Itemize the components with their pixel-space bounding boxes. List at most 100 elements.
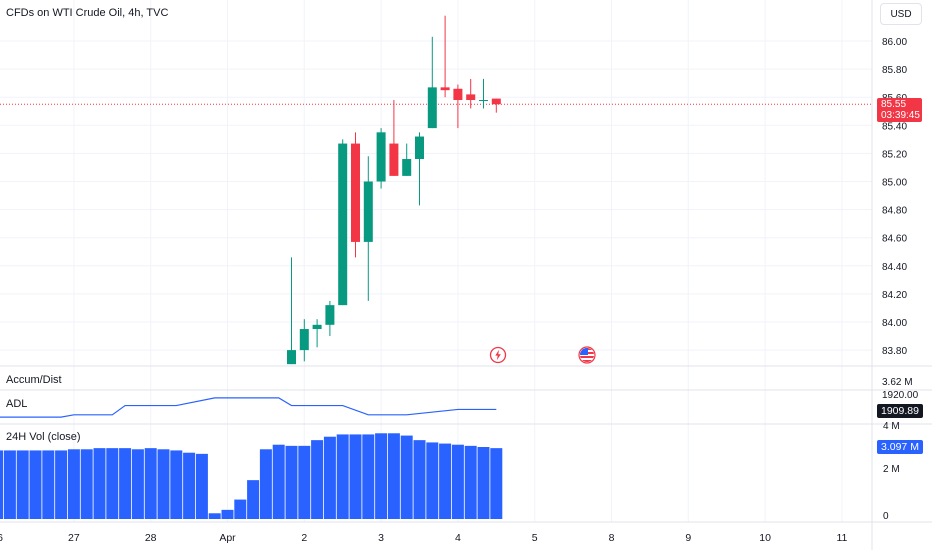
volume-bar — [400, 435, 413, 519]
volume-bar — [272, 444, 285, 519]
volume-bar — [387, 433, 400, 519]
volume-bar — [183, 452, 196, 519]
time-axis: 26 27 28 Apr 2 3 4 5 8 9 10 11 — [0, 532, 848, 544]
lightning-icon[interactable] — [489, 346, 507, 364]
volume-series — [0, 433, 503, 519]
adl-value-badge: 1909.89 — [877, 404, 923, 418]
price-tick-label: 85.40 — [882, 121, 907, 132]
time-tick-label: Apr — [219, 532, 236, 544]
price-tick-label: 86.00 — [882, 37, 907, 48]
candle-body — [287, 350, 296, 365]
time-tick-label: 4 — [455, 532, 461, 544]
volume-tick-0: 0 — [883, 511, 889, 522]
volume-bar — [247, 480, 260, 519]
candle-body — [325, 305, 335, 325]
volume-bar — [426, 442, 439, 519]
volume-bar — [234, 499, 247, 519]
time-tick-label: 11 — [836, 532, 847, 544]
candle-body — [299, 329, 309, 351]
time-tick-label: 3 — [378, 532, 384, 544]
chart-title: CFDs on WTI Crude Oil, 4h, TVC — [6, 7, 169, 19]
volume-bar — [131, 449, 144, 519]
candle-body — [402, 159, 412, 176]
candle-body — [376, 132, 386, 182]
candle-body — [453, 88, 463, 101]
candlestick-series — [0, 15, 872, 365]
volume-tick-2m: 2 M — [883, 464, 900, 475]
accum-dist-label[interactable]: Accum/Dist — [6, 374, 62, 386]
volume-bar — [285, 445, 298, 519]
last-price-value: 85.55 — [881, 99, 907, 110]
volume-bar — [208, 513, 221, 519]
adl-line — [0, 397, 497, 418]
volume-bar — [477, 447, 490, 519]
volume-bar — [464, 445, 477, 519]
volume-bar — [336, 434, 349, 519]
volume-bar — [170, 450, 183, 519]
volume-bar — [80, 449, 93, 519]
volume-bar — [311, 440, 324, 519]
volume-bar — [323, 436, 336, 519]
volume-bar — [221, 509, 234, 519]
candle-body — [427, 87, 437, 129]
time-tick-label: 28 — [145, 532, 157, 544]
price-tick-label: 85.20 — [882, 149, 907, 160]
last-price-badge: 85.55 03:39:45 — [877, 98, 922, 122]
price-tick-label: 84.60 — [882, 234, 907, 245]
accum-axis-label: 3.62 M — [882, 377, 913, 388]
candle-body — [440, 87, 450, 91]
volume-bar — [42, 450, 55, 519]
time-tick-label: 9 — [685, 532, 691, 544]
candle-body — [389, 143, 399, 176]
volume-value-badge: 3.097 M — [877, 440, 923, 454]
time-tick-label: 27 — [68, 532, 80, 544]
candle-body — [351, 143, 360, 242]
volume-tick-4m: 4 M — [883, 421, 900, 432]
volume-bar — [375, 433, 388, 519]
volume-bar — [106, 448, 119, 519]
us-flag-icon[interactable] — [578, 346, 596, 364]
volume-bar — [55, 450, 68, 519]
price-tick-label: 85.00 — [882, 178, 907, 189]
volume-bar — [157, 449, 170, 519]
time-tick-label: 8 — [609, 532, 615, 544]
volume-bar — [3, 450, 16, 519]
time-tick-label: 5 — [532, 532, 538, 544]
adl-axis-label: 1920.00 — [882, 390, 919, 401]
price-tick-label: 84.20 — [882, 290, 907, 301]
time-tick-label: 10 — [759, 532, 771, 544]
candle-body — [415, 136, 424, 160]
volume-bar — [362, 434, 375, 519]
volume-bar — [259, 449, 272, 519]
time-tick-label: 2 — [301, 532, 307, 544]
currency-selector[interactable]: USD — [880, 3, 922, 25]
volume-bar — [490, 448, 503, 519]
price-tick-label: 85.80 — [882, 65, 907, 76]
price-axis: 86.0085.8085.6085.4085.2085.0084.8084.60… — [882, 37, 907, 357]
adl-series — [0, 397, 497, 418]
adl-label[interactable]: ADL — [6, 398, 28, 410]
candle-body — [479, 100, 488, 102]
volume-bar — [195, 453, 208, 519]
volume-label[interactable]: 24H Vol (close) — [6, 431, 81, 443]
candle-body — [491, 98, 501, 105]
volume-bar — [29, 450, 42, 519]
volume-bar — [144, 448, 157, 519]
price-tick-label: 84.40 — [882, 262, 907, 273]
volume-bar — [451, 444, 464, 519]
candle-body — [312, 324, 322, 330]
grid — [0, 0, 872, 522]
price-tick-label: 84.00 — [882, 318, 907, 329]
bar-countdown: 03:39:45 — [881, 110, 920, 121]
price-tick-label: 84.80 — [882, 206, 907, 217]
volume-bar — [413, 440, 426, 519]
volume-bar — [298, 445, 311, 519]
price-tick-label: 83.80 — [882, 346, 907, 357]
volume-bar — [349, 434, 362, 519]
time-tick-label: 26 — [0, 532, 3, 544]
candle-body — [363, 181, 373, 242]
volume-bar — [0, 450, 4, 519]
volume-bar — [93, 448, 106, 519]
